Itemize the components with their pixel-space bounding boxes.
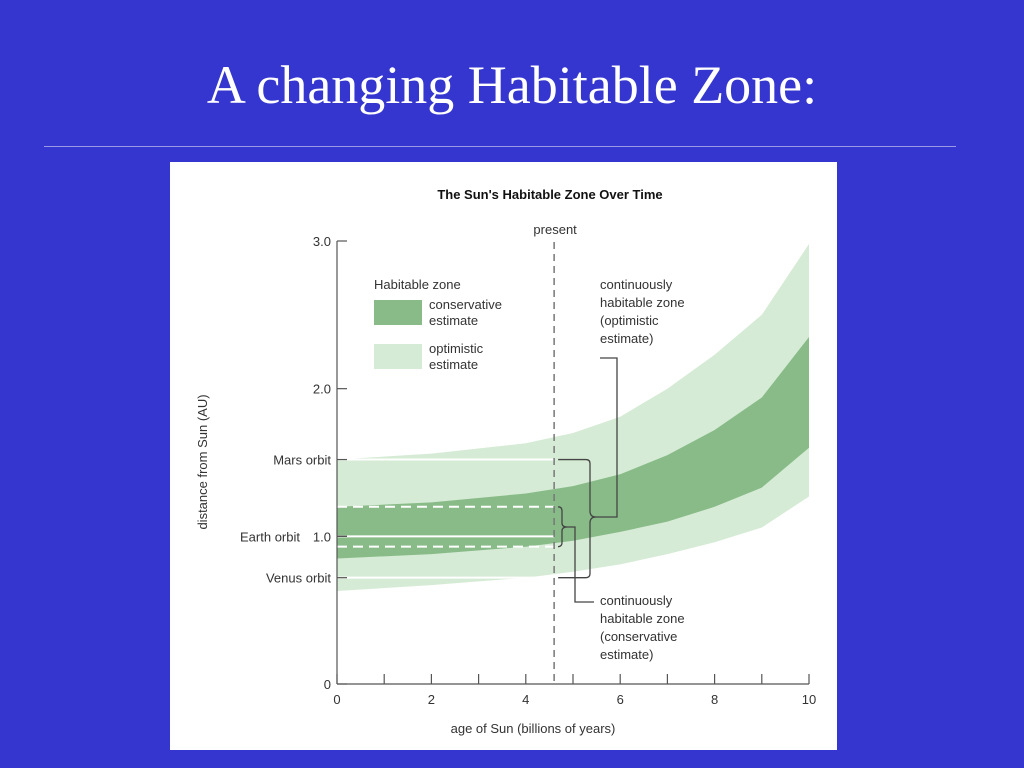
slide-title: A changing Habitable Zone: [206, 55, 818, 115]
conservative-annotation: habitable zone [600, 611, 685, 626]
legend-label: estimate [429, 313, 478, 328]
optimistic-annotation: (optimistic [600, 313, 659, 328]
x-tick-label: 6 [617, 692, 624, 707]
title-divider [44, 146, 956, 147]
optimistic-annotation: habitable zone [600, 295, 685, 310]
legend-title: Habitable zone [374, 277, 461, 292]
x-tick-label: 2 [428, 692, 435, 707]
optimistic-annotation: estimate) [600, 331, 653, 346]
habitable-zone-chart: The Sun's Habitable Zone Over Time 0 1.0 2.… [195, 187, 816, 736]
y-tick-label: 3.0 [313, 234, 331, 249]
mars-orbit-label: Mars orbit [273, 453, 331, 468]
optimistic-annotation: continuously [600, 277, 673, 292]
y-tick-label: 1.0 [313, 529, 331, 544]
y-tick-label: 0 [324, 677, 331, 692]
optimistic-leader [596, 357, 618, 518]
legend-swatch-conservative [374, 300, 422, 325]
x-tick-label: 10 [802, 692, 816, 707]
legend-label: estimate [429, 357, 478, 372]
venus-orbit-label: Venus orbit [266, 571, 331, 586]
conservative-annotation: continuously [600, 593, 673, 608]
x-tick-label: 8 [711, 692, 718, 707]
legend-swatch-optimistic [374, 344, 422, 369]
conservative-zone-band [337, 337, 809, 559]
y-tick-label: 2.0 [313, 382, 331, 397]
x-tick-label: 0 [333, 692, 340, 707]
conservative-leader [567, 526, 594, 603]
chart-title: The Sun's Habitable Zone Over Time [437, 187, 662, 202]
conservative-annotation: estimate) [600, 647, 653, 662]
x-axis-label: age of Sun (billions of years) [451, 721, 616, 736]
y-axis-label: distance from Sun (AU) [195, 394, 210, 529]
earth-orbit-label: Earth orbit [240, 529, 300, 544]
habitable-zone-figure: The Sun's Habitable Zone Over Time 0 1.0 2.… [170, 162, 837, 750]
legend-label: conservative [429, 297, 502, 312]
present-label: present [533, 222, 577, 237]
x-tick-label: 4 [522, 692, 529, 707]
conservative-annotation: (conservative [600, 629, 677, 644]
legend-label: optimistic [429, 341, 484, 356]
